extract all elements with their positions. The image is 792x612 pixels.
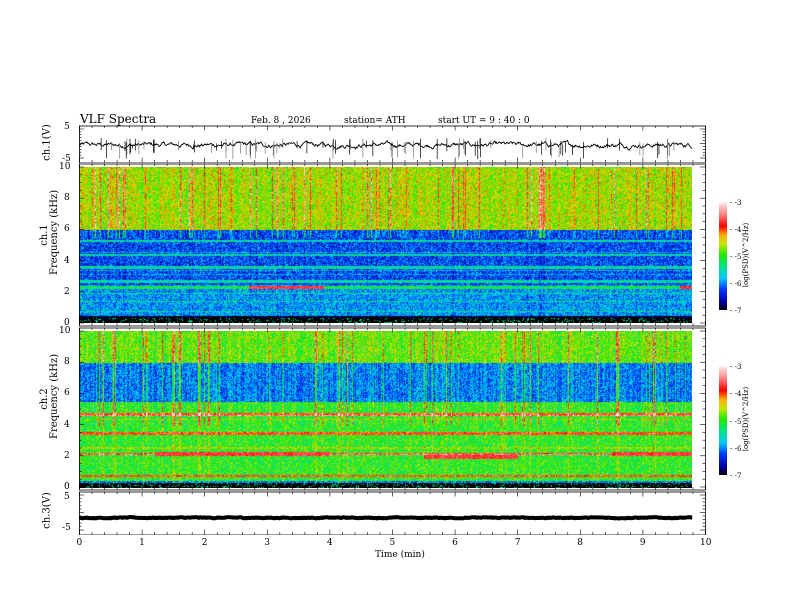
- station-label: station= ATH: [344, 116, 406, 126]
- spectrogram-ytick: 0: [64, 482, 70, 492]
- spectrogram-ytick: 4: [64, 255, 70, 266]
- colorbar-tick-label: - -7: [730, 472, 742, 480]
- x-tick-label: 3: [264, 538, 271, 548]
- ch3-waveform-panel: [79, 491, 706, 535]
- ch1-ylabel: ch.1(V): [41, 124, 53, 161]
- x-tick-label: 6: [452, 538, 458, 548]
- date-label: Feb. 8 , 2026: [251, 116, 311, 126]
- spectrogram-ytick: 8: [64, 357, 70, 368]
- ch1-ytick: 5: [64, 122, 70, 132]
- plot-title: VLF Spectra: [80, 112, 157, 126]
- spectrogram-ytick: 6: [64, 388, 70, 399]
- ch2-colorbar: [719, 366, 727, 475]
- x-tick-label: 1: [139, 538, 145, 548]
- colorbar-tick-label: - -4: [730, 226, 742, 234]
- colorbar-tick-label: - -5: [730, 417, 742, 426]
- colorbar-tick-label: - -6: [730, 444, 742, 453]
- x-tick-label: 2: [201, 538, 208, 548]
- waveform-line: [79, 139, 693, 151]
- ch1-spectrogram-axes: [79, 163, 706, 327]
- x-tick-label: 7: [514, 538, 521, 548]
- ylabel-line: Frequency (kHz): [49, 353, 60, 439]
- colorbar-tick-label: - -4: [730, 390, 742, 399]
- ch2-colorbar-label: log(PSD)(V^2/Hz): [742, 386, 750, 452]
- panel-frame: [79, 327, 706, 491]
- ch2-spectrogram-ylabel: ch.2 Frequency (kHz): [39, 353, 60, 439]
- spectrogram-ytick: 0: [64, 318, 70, 328]
- ch1-colorbar-label: log(PSD)(V^2/Hz): [742, 222, 750, 288]
- x-axis-label: Time (min): [375, 550, 425, 560]
- colorbar-tick-label: - -7: [730, 307, 742, 315]
- x-tick-label: 8: [577, 538, 584, 548]
- colorbar-tick-label: - -5: [730, 253, 742, 261]
- ch1-ytick: -5: [62, 154, 71, 164]
- colorbar-tick-label: - -3: [730, 363, 742, 371]
- spectrogram-ytick: 4: [64, 419, 70, 430]
- spectrogram-ytick: 2: [64, 286, 70, 297]
- spectrogram-ytick: 2: [64, 450, 70, 461]
- spectrogram-ytick: 10: [59, 326, 71, 336]
- spectrogram-ytick: 6: [64, 224, 70, 235]
- waveform-line: [79, 514, 693, 521]
- ch1-waveform-panel: [79, 125, 706, 163]
- ch2-spectrogram: [79, 331, 692, 488]
- spectrogram-ytick: 10: [59, 162, 71, 172]
- ch1-colorbar: [719, 202, 727, 310]
- ch1-spectrogram: [79, 167, 692, 323]
- panel-frame: [79, 491, 706, 535]
- x-tick-label: 10: [700, 538, 712, 548]
- ch3-ytick: -5: [62, 523, 71, 533]
- ylabel-line: Frequency (kHz): [49, 189, 60, 275]
- x-tick-label: 9: [639, 538, 646, 548]
- spectrogram-ytick: 8: [64, 193, 70, 204]
- x-tick-label: 0: [76, 538, 83, 548]
- ch3-ylabel: ch.3(V): [41, 492, 53, 529]
- x-tick-label: 5: [389, 538, 396, 548]
- x-tick-label: 4: [326, 538, 333, 548]
- ch3-ytick: 5: [64, 492, 70, 502]
- panel-frame: [79, 163, 706, 327]
- ch2-spectrogram-axes: [79, 327, 706, 491]
- start-ut-label: start UT = 9 : 40 : 0: [438, 116, 530, 126]
- colorbar-tick-label: - -3: [730, 199, 742, 207]
- colorbar-tick-label: - -6: [730, 280, 742, 288]
- ch1-spectrogram-ylabel: ch.1 Frequency (kHz): [39, 189, 60, 275]
